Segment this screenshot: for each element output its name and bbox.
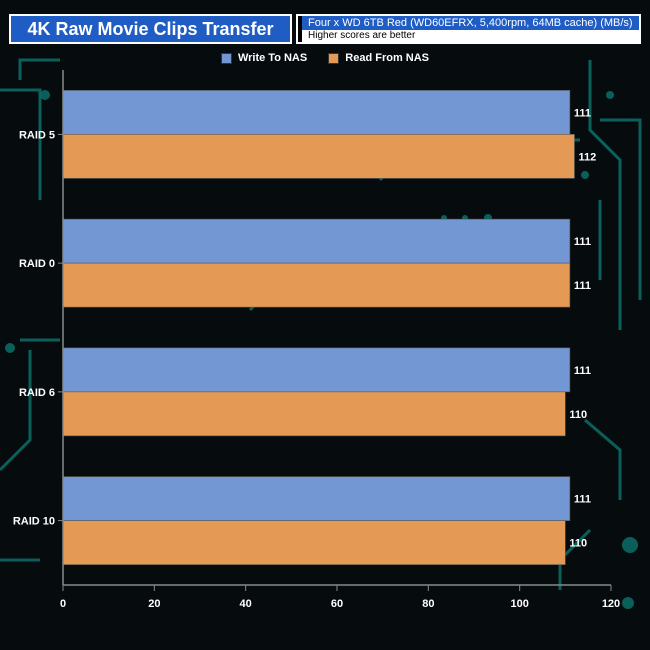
data-label: 111 bbox=[574, 107, 591, 119]
chart-subtitle: Four x WD 6TB Red (WD60EFRX, 5,400rpm, 6… bbox=[298, 16, 639, 30]
circuit-node bbox=[5, 343, 15, 353]
x-tick-label: 60 bbox=[331, 598, 343, 610]
data-label: 111 bbox=[574, 280, 591, 292]
circuit-node bbox=[606, 91, 614, 99]
bar-write bbox=[62, 218, 571, 264]
legend-item-write: Write To NAS bbox=[220, 52, 308, 64]
circuit-node bbox=[622, 597, 634, 609]
chart-subtitle-box: Four x WD 6TB Red (WD60EFRX, 5,400rpm, 6… bbox=[296, 14, 641, 44]
x-tick-label: 20 bbox=[148, 598, 160, 610]
x-tick-label: 120 bbox=[602, 598, 620, 610]
x-tick-label: 100 bbox=[510, 598, 528, 610]
data-label: 112 bbox=[578, 151, 596, 163]
category-label: RAID 10 bbox=[13, 516, 55, 528]
data-label: 111 bbox=[574, 365, 591, 377]
chart-title: 4K Raw Movie Clips Transfer bbox=[9, 14, 292, 44]
circuit-node bbox=[622, 537, 638, 553]
bar-read bbox=[62, 134, 575, 179]
legend-label-write: Write To NAS bbox=[237, 52, 308, 64]
x-tick-label: 0 bbox=[60, 598, 66, 610]
x-tick-label: 80 bbox=[422, 598, 434, 610]
circuit-node bbox=[40, 90, 50, 100]
legend-label-read: Read From NAS bbox=[345, 52, 430, 64]
circuit-node bbox=[581, 171, 589, 179]
bar-write bbox=[62, 347, 571, 393]
legend: Write To NAS Read From NAS bbox=[0, 52, 650, 67]
legend-swatch-read bbox=[328, 52, 340, 64]
bar-write bbox=[62, 90, 571, 135]
bar-write bbox=[62, 476, 571, 521]
bar-read bbox=[62, 262, 571, 308]
category-label: RAID 0 bbox=[19, 258, 55, 270]
data-label: 111 bbox=[574, 236, 591, 248]
category-label: RAID 5 bbox=[19, 129, 55, 141]
chart-note: Higher scores are better bbox=[298, 30, 639, 42]
data-label: 111 bbox=[574, 494, 591, 506]
legend-swatch-write bbox=[220, 52, 232, 64]
bar-read bbox=[62, 391, 566, 437]
category-label: RAID 6 bbox=[19, 387, 55, 399]
x-tick-label: 40 bbox=[240, 598, 252, 610]
bar-read bbox=[62, 520, 566, 565]
data-label: 110 bbox=[569, 538, 587, 550]
legend-item-read: Read From NAS bbox=[328, 52, 429, 64]
data-label: 110 bbox=[569, 409, 587, 421]
